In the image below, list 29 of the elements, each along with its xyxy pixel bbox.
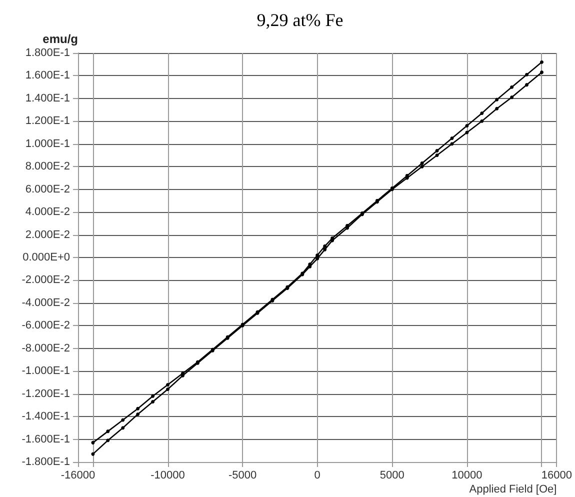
y-tick-label: 1.400E-1 bbox=[25, 92, 70, 104]
x-tick-label: 0 bbox=[314, 470, 320, 482]
x-tick-label: 5000 bbox=[380, 470, 404, 482]
x-tick-label: -10000 bbox=[150, 470, 185, 482]
x-tick-label: 10000 bbox=[452, 470, 482, 482]
y-tick-label: 8.000E-2 bbox=[25, 160, 70, 173]
chart-title: 9,29 at% Fe bbox=[256, 10, 344, 30]
y-tick-label: 1.600E-1 bbox=[25, 70, 70, 82]
y-axis-title: emu/g bbox=[42, 32, 78, 46]
y-tick-label: 6.000E-2 bbox=[25, 183, 70, 196]
y-tick-label: -8.000E-2 bbox=[22, 342, 70, 354]
y-tick-label: 0.000E+0 bbox=[22, 252, 70, 264]
x-tick-label: -5000 bbox=[228, 470, 257, 482]
y-tick-label: -1.600E-1 bbox=[22, 433, 70, 446]
x-axis-title: Applied Field [Oe] bbox=[469, 484, 557, 496]
x-tick-label: -16000 bbox=[60, 470, 96, 482]
y-tick-label: 1.000E-1 bbox=[25, 138, 70, 150]
y-tick-label: -2.000E-2 bbox=[22, 274, 70, 286]
y-tick-label: -6.000E-2 bbox=[22, 320, 70, 332]
y-tick-label: -1.800E-1 bbox=[22, 456, 70, 468]
y-tick-label: 1.800E-1 bbox=[25, 47, 70, 59]
y-tick-label: 1.200E-1 bbox=[25, 115, 70, 128]
y-tick-label: 2.000E-2 bbox=[25, 228, 70, 241]
x-tick-label: 16000 bbox=[541, 470, 572, 482]
y-tick-label: 4.000E-2 bbox=[25, 206, 70, 218]
y-tick-label: -4.000E-2 bbox=[22, 296, 70, 309]
y-tick-label: -1.000E-1 bbox=[22, 365, 70, 378]
y-tick-label: -1.400E-1 bbox=[22, 410, 70, 423]
y-tick-label: -1.200E-1 bbox=[22, 388, 70, 400]
